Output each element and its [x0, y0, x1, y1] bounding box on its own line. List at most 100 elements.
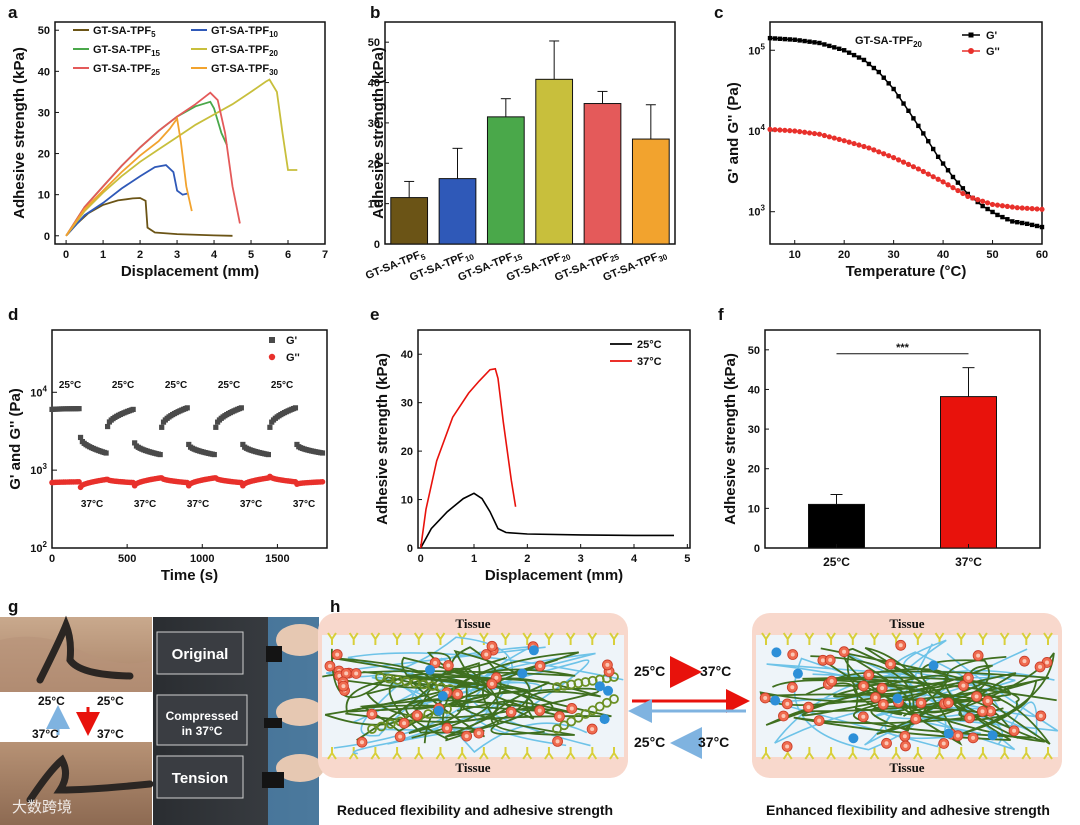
e-ytick-label: 20 — [401, 446, 413, 458]
h-tissue-anchor — [1021, 632, 1032, 645]
b-bar-TPF20 — [535, 78, 574, 245]
a-xtick-label: 6 — [285, 249, 291, 261]
d-marker-Gp — [159, 424, 165, 430]
a-ytick-label: 10 — [38, 190, 50, 202]
h-tissue-anchor — [761, 747, 771, 760]
a-ytick-label: 50 — [38, 25, 50, 37]
h-particle-core — [941, 741, 946, 746]
b-ytick-label: 40 — [368, 78, 380, 90]
e-series-c25 — [419, 492, 674, 549]
sample-compressed — [264, 718, 282, 728]
h-particle-core — [398, 734, 403, 739]
h-particle-core — [888, 662, 893, 667]
a-xtick-label: 7 — [322, 249, 328, 261]
h-tissue-anchor — [435, 632, 446, 645]
c-marker-Gpp — [1034, 206, 1040, 212]
c-xtick-label: 60 — [1036, 249, 1048, 261]
h-tissue-anchor — [500, 747, 511, 760]
h-particle-core — [537, 708, 542, 713]
c-marker-Gp — [817, 40, 822, 46]
d-ytick-label: 104 — [30, 384, 47, 399]
h-tissue-anchor — [1043, 747, 1053, 760]
h-particle-core — [484, 652, 489, 657]
c-marker-Gp — [1029, 222, 1035, 228]
h-particle-core — [785, 701, 790, 706]
d-legend-label: G' — [286, 335, 298, 347]
d-marker-Gpp — [319, 479, 326, 485]
h-arrow-bottom-from: 25°C — [634, 734, 665, 750]
h-particle-core — [335, 652, 340, 657]
c-legend-marker — [968, 48, 974, 54]
h-tissue-anchor — [522, 632, 533, 645]
h-helix-coil — [423, 709, 434, 719]
d-annotation-25C: 25°C — [165, 380, 187, 391]
h-tissue-anchor — [826, 747, 836, 760]
d-annotation-37C: 37°C — [81, 499, 103, 510]
h-particle-core — [557, 714, 562, 719]
h-particle-core — [873, 695, 878, 700]
h-particle-core — [790, 685, 795, 690]
h-particle-core — [976, 653, 981, 658]
c-xtick-label: 20 — [838, 249, 850, 261]
e-xtick-label: 3 — [578, 553, 584, 565]
c-marker-Gp — [955, 180, 961, 185]
c-marker-Gpp — [1014, 205, 1020, 211]
c-marker-Gpp — [772, 127, 778, 133]
h-particle-core — [967, 715, 972, 720]
c-marker-Gp — [846, 50, 852, 55]
c-marker-Gpp — [985, 200, 991, 206]
h-particle-core — [538, 663, 543, 668]
h-crosslink-node — [437, 690, 448, 701]
finger-top — [276, 624, 324, 656]
c-marker-Gp — [886, 81, 891, 86]
h-crosslink-node — [892, 693, 903, 704]
d-marker-Gp — [265, 451, 271, 458]
h-tissue-anchor — [804, 747, 815, 760]
h-green-chain — [765, 674, 1002, 726]
c-marker-Gp — [1034, 223, 1040, 229]
a-series-TPF10 — [65, 164, 189, 237]
c-marker-Gp — [861, 57, 867, 63]
h-tissue-anchor — [413, 747, 424, 760]
c-marker-Gpp — [965, 193, 971, 199]
d-marker-Gp — [238, 405, 244, 411]
c-marker-Gpp — [821, 132, 828, 139]
c-marker-Gpp — [999, 203, 1006, 209]
c-marker-Gp — [1039, 224, 1045, 230]
c-marker-Gp — [1000, 214, 1005, 220]
h-particle-core — [790, 652, 795, 657]
c-series-Gpp — [769, 128, 1043, 211]
c-marker-Gp — [772, 36, 778, 41]
h-tissue-anchor — [1043, 632, 1053, 645]
h-particle-core — [415, 713, 420, 718]
h-crosslink-node — [770, 695, 781, 706]
h-particle-core — [866, 672, 871, 677]
c-ytick-label: 103 — [748, 204, 765, 219]
c-marker-Gpp — [950, 185, 956, 191]
h-particle-core — [763, 695, 768, 700]
c-marker-Gp — [1024, 221, 1030, 227]
d-annotation-37C: 37°C — [134, 499, 156, 510]
c-marker-Gp — [985, 206, 990, 212]
c-legend-label: G' — [986, 30, 998, 42]
caption-left: Reduced flexibility and adhesive strengt… — [337, 802, 613, 818]
b-bar-TPF15 — [486, 116, 525, 245]
c-marker-Gpp — [980, 198, 986, 204]
caption-right: Enhanced flexibility and adhesive streng… — [766, 802, 1050, 818]
a-series-TPF20 — [65, 78, 298, 237]
h-particle-core — [881, 702, 886, 707]
c-marker-Gpp — [905, 161, 912, 168]
label-tension: Tension — [172, 770, 228, 787]
h-crosslink-node — [425, 664, 436, 675]
c-marker-Gp — [832, 45, 837, 50]
h-particle-core — [884, 741, 889, 746]
panel-label-h: h — [330, 597, 340, 616]
h-particle-core — [590, 727, 595, 732]
f-bar-c25 — [808, 503, 865, 549]
e-ylabel: Adhesive strength (kPa) — [374, 353, 391, 525]
d-annotation-37C: 37°C — [293, 499, 315, 510]
d-ylabel: G' and G'' (Pa) — [7, 388, 24, 490]
a-xtick-label: 5 — [248, 249, 254, 261]
b-bar-TPF10 — [438, 178, 477, 245]
h-particle-core — [605, 662, 610, 667]
